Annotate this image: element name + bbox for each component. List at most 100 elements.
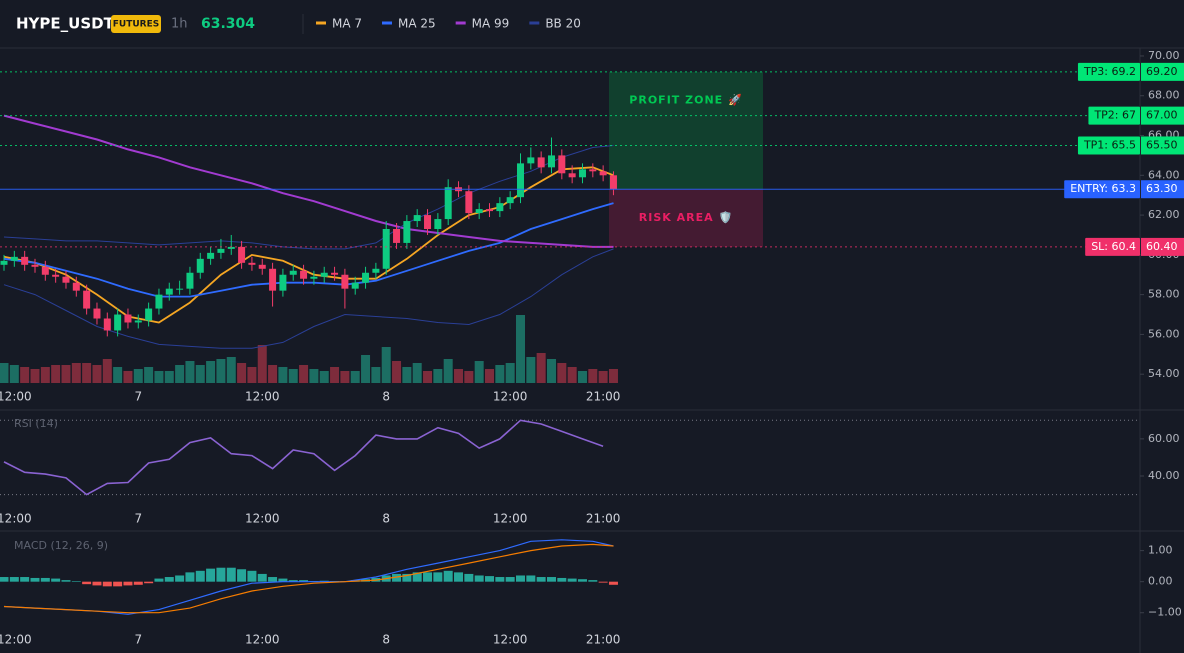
volume-bar — [30, 369, 40, 383]
histogram-bar — [464, 573, 474, 582]
volume-bar — [319, 371, 329, 383]
histogram-bar — [412, 572, 422, 582]
y-tick-label: 0.00 — [1148, 575, 1173, 588]
histogram-bar — [206, 568, 216, 582]
candle-body — [578, 169, 586, 178]
volume-bar — [123, 371, 133, 383]
x-tick-label: 12:00 — [0, 390, 32, 404]
candle-body — [331, 272, 339, 275]
histogram-bar — [485, 576, 495, 582]
candle-body — [238, 246, 246, 263]
candle-body — [320, 272, 328, 277]
histogram-bar — [278, 578, 288, 582]
histogram-bar — [82, 581, 92, 585]
volume-bar — [443, 359, 453, 383]
level-name-bg — [1064, 180, 1140, 199]
level-value: 65.50 — [1146, 138, 1178, 151]
level-name: SL: 60.4 — [1091, 240, 1136, 253]
candle-body — [568, 173, 576, 178]
candle-body — [196, 258, 204, 273]
volume-bar — [237, 363, 247, 383]
volume-bar — [278, 367, 288, 383]
histogram-bar — [505, 577, 515, 582]
candle-body — [372, 268, 380, 273]
x-tick-label: 7 — [134, 633, 142, 647]
legend-label: MA 99 — [472, 17, 510, 31]
volume-bar — [567, 367, 577, 383]
histogram-bar — [288, 580, 298, 582]
volume-bar — [144, 367, 154, 383]
candle-body — [547, 155, 555, 168]
candle-body — [289, 270, 297, 275]
level-value-bg — [1141, 237, 1184, 256]
candle-body — [31, 264, 39, 267]
candle-body — [103, 318, 111, 331]
level-name-bg — [1077, 136, 1140, 155]
histogram-bar — [226, 567, 236, 582]
candle-body — [341, 274, 349, 289]
volume-bar — [257, 345, 267, 383]
candle-body — [310, 276, 318, 279]
histogram-bar — [567, 578, 577, 582]
volume-bar — [536, 353, 546, 383]
histogram-bar — [92, 581, 102, 586]
histogram-bar — [557, 577, 567, 582]
level-name-bg — [1077, 62, 1140, 81]
volume-bar — [288, 369, 298, 383]
y-tick-label: 68.00 — [1148, 89, 1180, 102]
histogram-bar — [123, 581, 133, 586]
x-tick-label: 12:00 — [245, 633, 280, 647]
candle-body — [176, 288, 184, 290]
volume-bar — [133, 369, 143, 383]
volume-bar — [92, 365, 102, 383]
level-name: ENTRY: 63.3 — [1070, 182, 1136, 195]
x-tick-label: 21:00 — [586, 512, 621, 526]
volume-bar — [598, 371, 608, 383]
histogram-bar — [268, 577, 278, 582]
histogram-bar — [598, 581, 608, 583]
volume-bar — [474, 361, 484, 383]
histogram-bar — [216, 567, 226, 582]
histogram-bar — [536, 577, 546, 582]
volume-bar — [226, 357, 236, 383]
candle-body — [72, 282, 80, 291]
y-tick-label: 56.00 — [1148, 327, 1180, 340]
candle-body — [258, 264, 266, 269]
x-tick-label: 8 — [382, 512, 390, 526]
volume-bar — [51, 365, 61, 383]
volume-bar — [113, 367, 123, 383]
panel-title: RSI (14) — [14, 417, 58, 430]
volume-bar — [340, 371, 350, 383]
histogram-bar — [402, 573, 412, 582]
level-value-bg — [1141, 62, 1184, 81]
volume-bar — [195, 365, 205, 383]
x-tick-label: 12:00 — [0, 633, 32, 647]
level-name: TP3: 69.2 — [1083, 65, 1136, 78]
volume-bar — [412, 363, 422, 383]
volume-bar — [61, 365, 71, 383]
ma-line — [3, 114, 614, 248]
candle-body — [279, 274, 287, 291]
interval: 1h — [171, 17, 188, 32]
candle-body — [413, 215, 421, 222]
zone — [609, 71, 763, 190]
volume-bar — [485, 369, 495, 383]
level-name-bg — [1088, 106, 1140, 125]
histogram-bar — [247, 570, 257, 582]
level-value-bg — [1141, 136, 1184, 155]
volume-bar — [361, 355, 371, 383]
volume-bar — [577, 371, 587, 383]
volume-bar — [371, 367, 381, 383]
candle-body — [114, 314, 122, 331]
volume-bar — [516, 315, 525, 383]
y-tick-label: 1.00 — [1148, 544, 1173, 557]
volume-bar — [495, 365, 505, 383]
y-tick-label: 60.00 — [1148, 432, 1180, 445]
candle-body — [207, 252, 215, 259]
candle-body — [124, 314, 132, 323]
histogram-bar — [608, 581, 618, 585]
candle-body — [10, 256, 18, 261]
